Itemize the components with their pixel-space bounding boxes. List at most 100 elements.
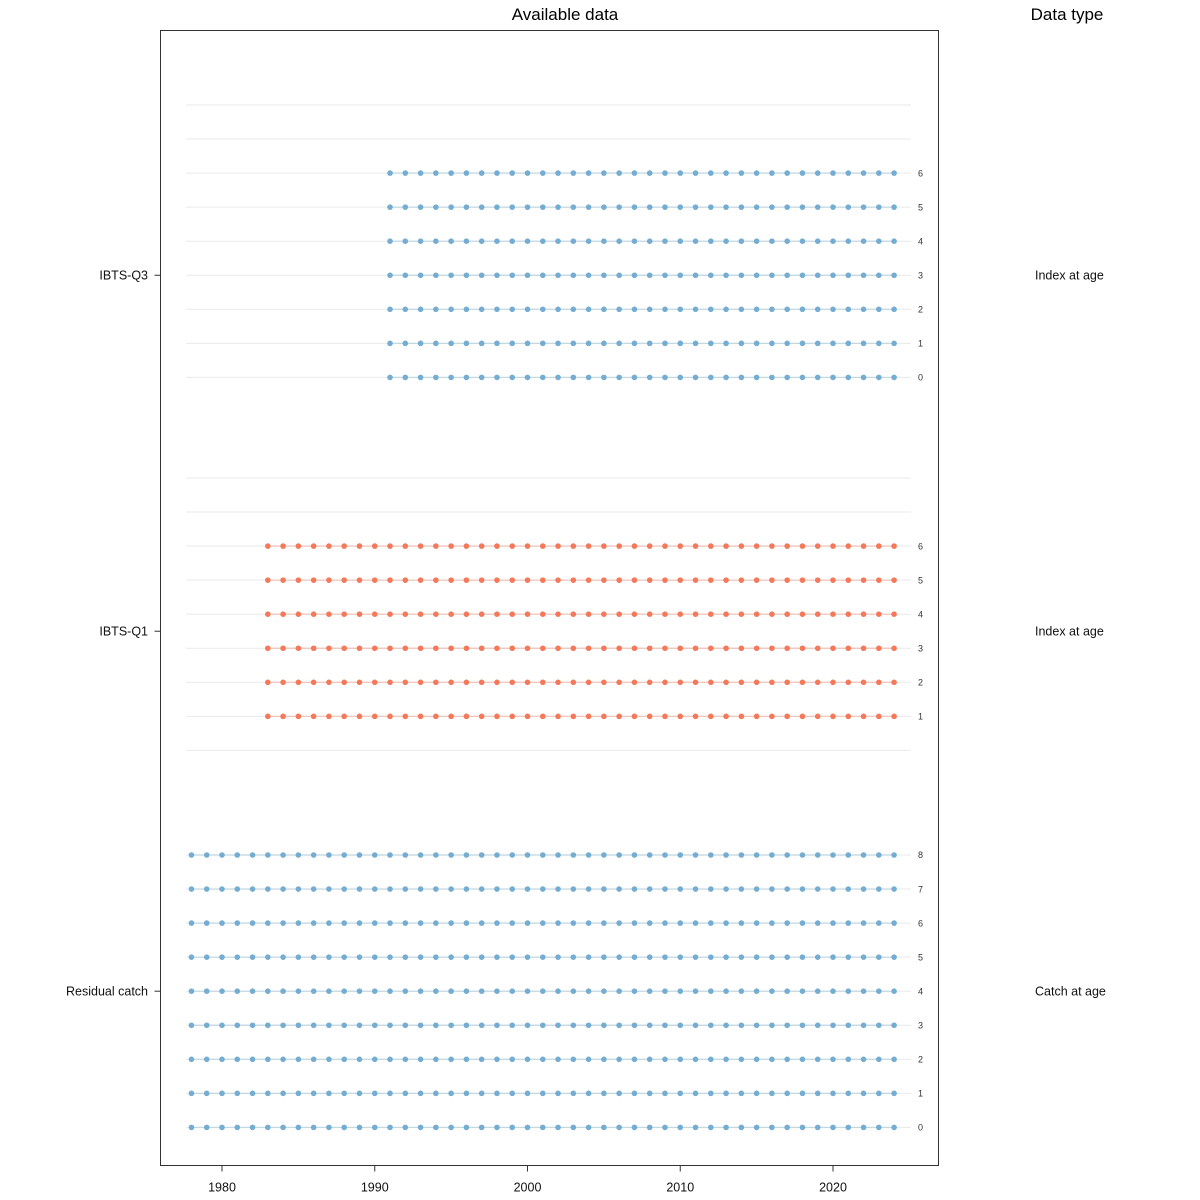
data-point xyxy=(417,988,424,994)
age-label: 1 xyxy=(918,339,923,349)
data-point xyxy=(677,611,684,617)
data-point xyxy=(860,170,867,176)
data-point xyxy=(860,713,867,720)
data-point xyxy=(692,988,699,994)
data-point xyxy=(585,170,592,176)
data-point xyxy=(326,1022,332,1029)
data-point xyxy=(692,852,699,858)
data-point xyxy=(585,645,592,652)
data-point xyxy=(402,920,409,926)
data-point xyxy=(265,679,271,686)
data-point xyxy=(814,340,821,347)
data-point xyxy=(692,272,699,279)
data-point xyxy=(402,645,409,652)
data-point xyxy=(371,713,378,720)
data-point xyxy=(371,988,378,994)
data-point xyxy=(234,1022,241,1029)
data-point xyxy=(249,954,256,960)
data-point xyxy=(753,577,760,583)
data-point xyxy=(830,577,836,583)
data-point xyxy=(539,1022,546,1029)
data-point xyxy=(539,645,546,652)
data-point xyxy=(738,340,745,347)
data-point xyxy=(478,272,485,279)
data-point xyxy=(524,611,531,617)
data-point xyxy=(509,713,516,720)
data-point xyxy=(891,886,897,892)
data-point xyxy=(753,886,760,892)
data-point xyxy=(891,920,897,926)
data-point xyxy=(356,645,363,652)
data-point xyxy=(738,1090,745,1097)
data-point xyxy=(463,1022,470,1029)
data-point xyxy=(539,1056,546,1063)
data-point xyxy=(509,306,516,313)
data-point xyxy=(784,272,790,279)
data-point xyxy=(463,611,470,617)
data-point xyxy=(692,920,699,926)
data-point xyxy=(371,920,378,926)
data-point xyxy=(539,272,546,279)
data-point xyxy=(616,238,622,244)
data-point xyxy=(371,1090,378,1097)
data-point xyxy=(433,204,439,210)
data-point xyxy=(417,886,424,892)
data-point xyxy=(845,272,852,279)
data-point xyxy=(555,1124,561,1131)
data-point xyxy=(203,1124,210,1131)
data-point xyxy=(326,1090,332,1097)
data-point xyxy=(799,543,806,549)
data-point xyxy=(876,272,882,279)
data-point xyxy=(830,1056,836,1063)
data-point xyxy=(799,170,806,176)
data-point xyxy=(753,340,760,347)
data-point xyxy=(799,645,806,652)
data-point xyxy=(814,204,821,210)
data-point xyxy=(585,1022,592,1029)
data-point xyxy=(539,577,546,583)
data-point xyxy=(539,886,546,892)
data-point xyxy=(433,1056,439,1063)
data-point xyxy=(310,543,317,549)
data-point xyxy=(662,679,668,686)
data-point xyxy=(326,713,332,720)
data-point xyxy=(708,920,714,926)
data-point xyxy=(341,577,348,583)
data-point xyxy=(478,238,485,244)
data-point xyxy=(738,272,745,279)
data-point xyxy=(509,988,516,994)
data-point xyxy=(585,238,592,244)
data-point xyxy=(830,920,836,926)
data-point xyxy=(616,170,622,176)
data-point xyxy=(876,170,882,176)
data-point xyxy=(539,679,546,686)
data-point xyxy=(876,954,882,960)
data-point xyxy=(708,611,714,617)
data-point xyxy=(570,611,577,617)
data-point xyxy=(417,374,424,381)
data-point xyxy=(387,1056,393,1063)
data-point xyxy=(799,679,806,686)
data-type-label: Index at age xyxy=(1035,268,1104,282)
data-point xyxy=(478,988,485,994)
data-point xyxy=(509,852,516,858)
data-point xyxy=(433,1124,439,1131)
data-point xyxy=(570,170,577,176)
data-point xyxy=(692,886,699,892)
data-point xyxy=(387,886,393,892)
data-point xyxy=(555,988,561,994)
age-label: 5 xyxy=(918,575,923,585)
data-point xyxy=(662,645,668,652)
data-point xyxy=(830,238,836,244)
data-point xyxy=(524,1022,531,1029)
data-point xyxy=(601,577,607,583)
data-point xyxy=(784,170,790,176)
data-point xyxy=(417,170,424,176)
data-point xyxy=(371,852,378,858)
data-point xyxy=(478,679,485,686)
data-point xyxy=(708,170,714,176)
data-point xyxy=(753,713,760,720)
data-point xyxy=(891,204,897,210)
data-point xyxy=(509,1022,516,1029)
data-point xyxy=(891,1090,897,1097)
